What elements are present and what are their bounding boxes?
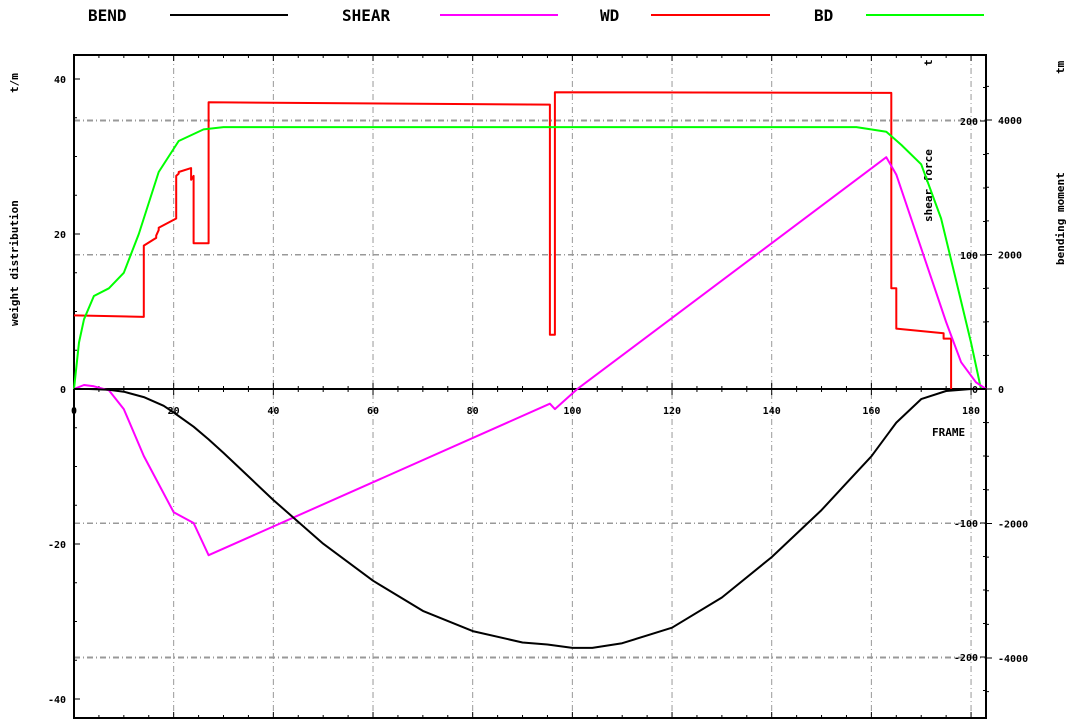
x-tick-label: 140: [763, 406, 781, 417]
legend: BEND SHEAR WD BD: [88, 6, 984, 25]
weight-tick-label: -20: [48, 540, 66, 551]
shear-tick-label: 100: [960, 251, 978, 262]
legend-label-bd: BD: [814, 6, 833, 25]
x-tick-label: 0: [71, 406, 77, 417]
shear-tick-label: 200: [960, 117, 978, 128]
moment-tick-label: 4000: [998, 116, 1022, 127]
legend-label-wd: WD: [600, 6, 619, 25]
x-tick-label: 100: [563, 406, 581, 417]
series-line-bend: [74, 388, 986, 649]
x-tick-label: 120: [663, 406, 681, 417]
moment-tick-label: 0: [998, 385, 1004, 396]
weight-axis-label: weight distribution: [8, 200, 21, 326]
series-line-shear: [73, 156, 987, 557]
moment-axis-label: bending moment: [1054, 172, 1067, 265]
x-tick-label: 40: [267, 406, 279, 417]
moment-tick-label: -4000: [998, 654, 1028, 665]
x-tick-label: 80: [467, 406, 479, 417]
shear-tick-label: -200: [954, 653, 978, 664]
shear-tick-label: 0: [972, 385, 978, 396]
x-axis-label: FRAME: [932, 426, 965, 439]
plot-frame: [73, 54, 987, 719]
legend-label-bend: BEND: [88, 6, 127, 25]
x-tick-label: 180: [962, 406, 980, 417]
weight-tick-label: 0: [60, 385, 66, 396]
weight-tick-label: 20: [54, 230, 66, 241]
series-group: [73, 91, 987, 649]
moment-axis-unit: tm: [1054, 60, 1067, 74]
shear-axis-unit: t: [922, 59, 935, 66]
weight-tick-label: -40: [48, 695, 66, 706]
series-line-bd: [73, 126, 982, 390]
series-line-wd: [73, 91, 953, 389]
legend-label-shear: SHEAR: [342, 6, 391, 25]
shear-tick-label: -100: [954, 519, 978, 530]
moment-tick-label: 2000: [998, 251, 1022, 262]
x-tick-label: 60: [367, 406, 379, 417]
gridlines: [74, 55, 986, 718]
moment-tick-label: -2000: [998, 520, 1028, 531]
weight-axis-unit: t/m: [8, 73, 21, 93]
weight-tick-label: 40: [54, 75, 66, 86]
x-tick-label: 160: [862, 406, 880, 417]
axis-ticks: 0 20 40 60 80 100 120 140 160 180-40-2002040-200-…: [48, 55, 1028, 718]
